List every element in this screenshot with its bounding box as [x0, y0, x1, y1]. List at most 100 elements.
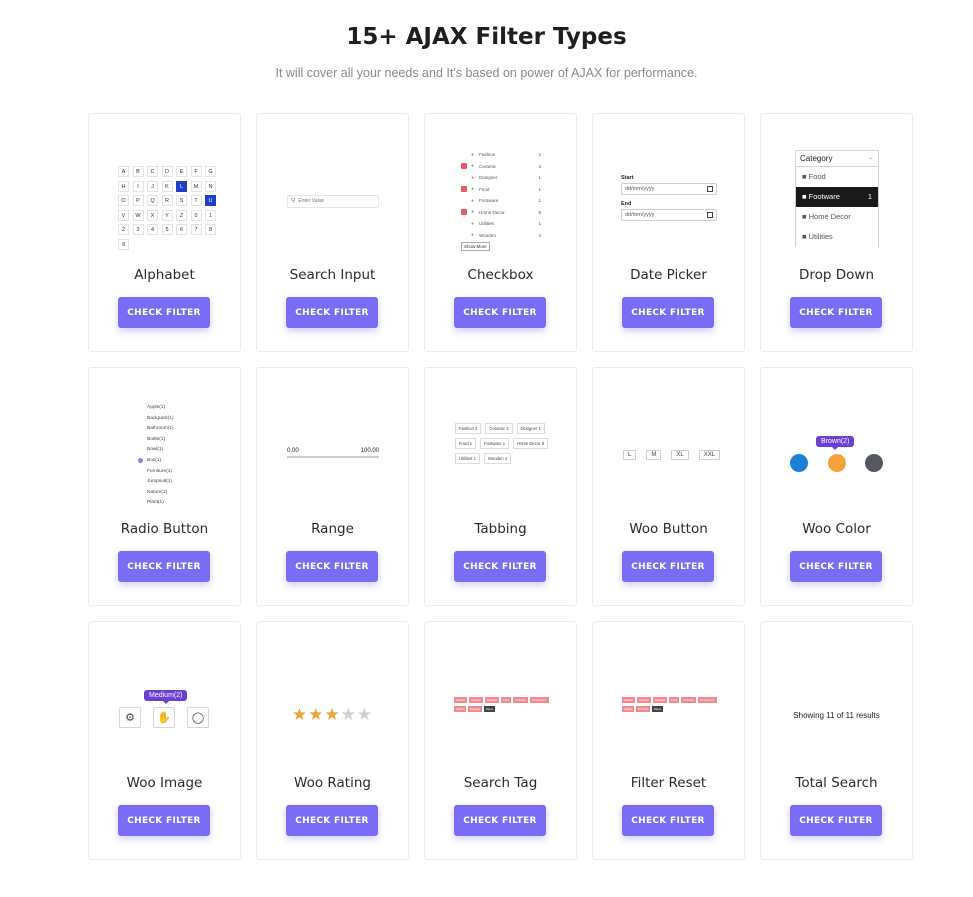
checkbox[interactable]: [461, 198, 467, 204]
alphabet-letter[interactable]: N: [205, 180, 216, 192]
search-input[interactable]: ⚲ Enter Value: [287, 195, 379, 208]
alphabet-letter[interactable]: 8: [205, 224, 216, 235]
radio-option[interactable]: Furniture(1): [147, 467, 174, 478]
star-icon[interactable]: ★: [324, 705, 341, 724]
end-date-input[interactable]: dd/mm/yyyy: [621, 209, 717, 221]
filter-tag[interactable]: Designer: [652, 697, 668, 703]
alphabet-letter[interactable]: M: [190, 180, 202, 192]
filter-tag[interactable]: Food: [669, 697, 680, 703]
checkbox[interactable]: [461, 221, 467, 227]
reset-tag[interactable]: Reset: [651, 706, 663, 712]
radio-option[interactable]: Backpack(1): [147, 414, 174, 425]
hand-image-icon[interactable]: ✋: [153, 707, 175, 728]
alphabet-letter[interactable]: 5: [161, 224, 173, 235]
alphabet-letter[interactable]: I: [132, 180, 144, 192]
size-button[interactable]: M: [646, 450, 662, 460]
size-button[interactable]: XL: [671, 450, 689, 460]
check-filter-button[interactable]: CHECK FILTER: [118, 297, 210, 328]
alphabet-letter[interactable]: 3: [132, 224, 144, 235]
filter-tag[interactable]: Fashion: [622, 697, 636, 703]
filter-tag[interactable]: Ceramic: [637, 697, 651, 703]
radio-option[interactable]: Apple(1): [147, 403, 174, 414]
star-icon[interactable]: ★: [340, 705, 357, 724]
checkbox[interactable]: [461, 163, 467, 170]
checkbox-item[interactable]: ● Home Decor 8: [461, 207, 541, 219]
alphabet-letter[interactable]: 1: [205, 209, 216, 221]
checkbox[interactable]: [461, 209, 467, 216]
alphabet-letter[interactable]: G: [205, 166, 216, 177]
filter-tag[interactable]: Utilities: [454, 706, 467, 712]
checkbox-item[interactable]: ● Fashion 2: [461, 149, 541, 161]
checkbox[interactable]: [461, 232, 467, 238]
alphabet-letter[interactable]: F: [190, 166, 202, 177]
check-filter-button[interactable]: CHECK FILTER: [286, 551, 378, 582]
filter-tag[interactable]: Home Decor: [698, 697, 717, 703]
range-track[interactable]: [287, 456, 379, 458]
radio-option[interactable]: Plant(1): [147, 498, 174, 509]
size-button[interactable]: XXL: [698, 450, 721, 460]
radio-option[interactable]: Jumpsuit(1): [147, 477, 174, 488]
checkbox-item[interactable]: ● Designer 1: [461, 172, 541, 184]
radio-option[interactable]: Box(1): [138, 456, 174, 467]
filter-tag[interactable]: Footware: [681, 697, 697, 703]
dropdown-option[interactable]: ■ Footware 1: [796, 187, 878, 207]
range-slider[interactable]: 0.00 100.00: [287, 448, 379, 458]
filter-tag[interactable]: Home Decor: [530, 697, 549, 703]
filter-tag[interactable]: Wooden: [636, 706, 650, 712]
star-icon[interactable]: ★: [291, 705, 309, 724]
filter-tag[interactable]: Wooden: [468, 706, 482, 712]
tab-item[interactable]: Food 1: [455, 438, 477, 449]
color-swatch[interactable]: [828, 454, 846, 472]
dropdown-header[interactable]: Category ⌄: [795, 150, 879, 167]
check-filter-button[interactable]: CHECK FILTER: [790, 297, 882, 328]
alphabet-letter[interactable]: S: [176, 195, 187, 206]
checkbox-item[interactable]: ● Footware 1: [461, 195, 541, 207]
alphabet-letter[interactable]: A: [118, 166, 129, 177]
filter-tag[interactable]: Footware: [513, 697, 529, 703]
alphabet-letter[interactable]: C: [147, 166, 158, 177]
alphabet-letter[interactable]: Y: [161, 209, 173, 221]
star-icon[interactable]: ★: [308, 705, 325, 724]
check-filter-button[interactable]: CHECK FILTER: [790, 551, 882, 582]
check-filter-button[interactable]: CHECK FILTER: [286, 297, 378, 328]
reset-tag[interactable]: Reset: [483, 706, 495, 712]
alphabet-letter[interactable]: 2: [118, 224, 129, 235]
alphabet-letter[interactable]: V: [118, 209, 129, 221]
radio-option[interactable]: Bowl(1): [147, 445, 174, 456]
check-filter-button[interactable]: CHECK FILTER: [622, 297, 714, 328]
circle-image-icon[interactable]: ◯: [187, 707, 209, 728]
alphabet-letter[interactable]: B: [132, 166, 144, 177]
tab-item[interactable]: Footware 1: [480, 438, 510, 449]
color-swatch[interactable]: [865, 454, 883, 472]
filter-tag[interactable]: Utilities: [622, 706, 635, 712]
dropdown-option[interactable]: ■ Home Decor: [796, 207, 878, 227]
filter-tag[interactable]: Fashion: [454, 697, 468, 703]
check-filter-button[interactable]: CHECK FILTER: [454, 551, 546, 582]
alphabet-letter[interactable]: H: [118, 180, 129, 192]
show-more-button[interactable]: Show More: [461, 242, 490, 251]
alphabet-letter[interactable]: K: [161, 180, 173, 192]
radio-option[interactable]: Bottle(1): [147, 435, 174, 446]
alphabet-letter[interactable]: Q: [147, 195, 158, 206]
tab-item[interactable]: Fashion 2: [455, 423, 482, 434]
category-dropdown[interactable]: Category ⌄ ■ Food ■ Footware 1 ■ Home Decor ■…: [795, 150, 879, 247]
alphabet-letter[interactable]: 7: [190, 224, 202, 235]
tab-item[interactable]: Wooden 4: [484, 453, 512, 464]
alphabet-letter[interactable]: Z: [176, 209, 187, 221]
checkbox-item[interactable]: ● Food 1: [461, 184, 541, 196]
alphabet-letter[interactable]: W: [132, 209, 144, 221]
alphabet-letter[interactable]: D: [161, 166, 173, 177]
calendar-icon[interactable]: [707, 212, 713, 218]
check-filter-button[interactable]: CHECK FILTER: [454, 297, 546, 328]
checkbox-item[interactable]: ● Utilities 1: [461, 218, 541, 230]
tab-item[interactable]: Home Decor 8: [513, 438, 549, 449]
check-filter-button[interactable]: CHECK FILTER: [286, 805, 378, 836]
size-button[interactable]: L: [623, 450, 637, 460]
check-filter-button[interactable]: CHECK FILTER: [118, 551, 210, 582]
star-icon[interactable]: ★: [356, 705, 374, 724]
checkbox[interactable]: [461, 175, 467, 181]
radio-selected-dot[interactable]: [138, 458, 143, 464]
calendar-icon[interactable]: [707, 186, 713, 192]
alphabet-letter[interactable]: O: [118, 195, 129, 206]
check-filter-button[interactable]: CHECK FILTER: [454, 805, 546, 836]
